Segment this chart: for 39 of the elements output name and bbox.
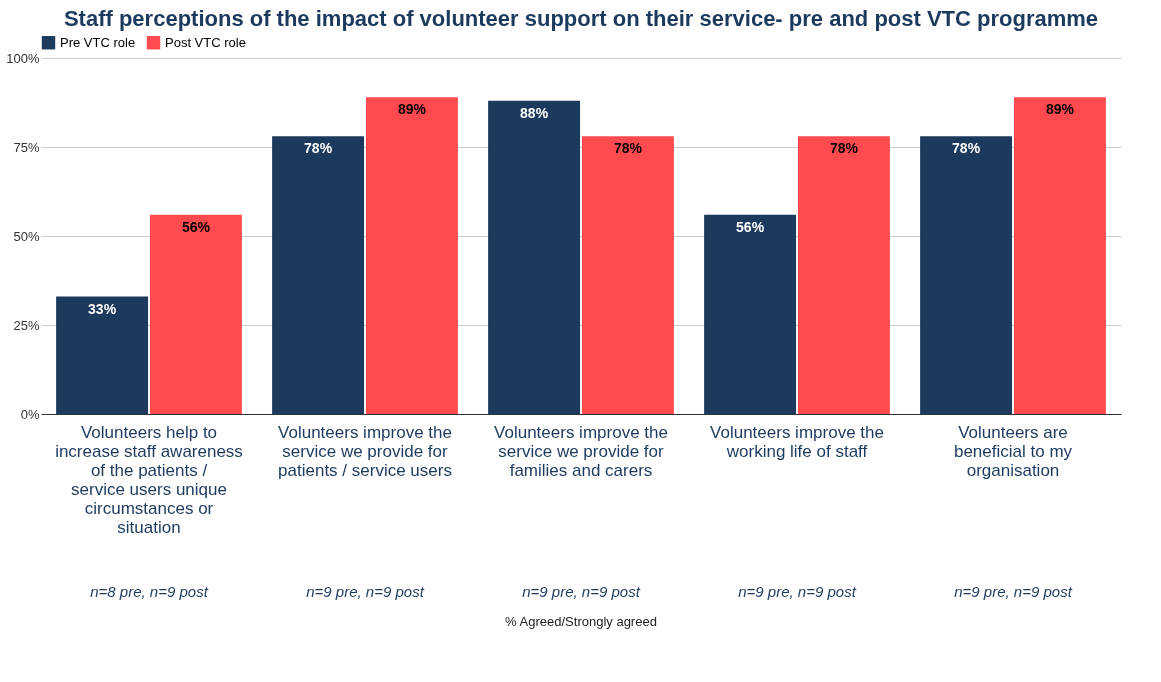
text: % Agreed/Strongly agreed: [505, 614, 657, 629]
bar: [272, 136, 365, 414]
x-tick-label: Volunteers are beneficial to my organisation: [953, 422, 1073, 480]
text: 89%: [397, 101, 426, 118]
bar: [488, 100, 581, 414]
bar: [797, 136, 890, 414]
text: 88%: [520, 104, 549, 121]
text: n=9 pre, n=9 post: [738, 583, 857, 600]
y-tick-label: 75%: [13, 139, 40, 155]
text: 78%: [829, 140, 858, 157]
y-tick-label: 0%: [20, 406, 40, 422]
bar: [920, 136, 1013, 414]
text: n=9 pre, n=9 post: [306, 583, 425, 600]
bar: [1013, 97, 1106, 414]
bar: [704, 214, 797, 414]
bar: [365, 97, 458, 414]
text: 78%: [304, 140, 333, 157]
text: 89%: [1045, 101, 1074, 118]
text: 78%: [613, 140, 642, 157]
y-tick-label: 100%: [6, 50, 40, 66]
chart-title: Staff perceptions of the impact of volunteer support on their service- pre and post VTC programme: [63, 6, 1099, 31]
x-tick-label: Volunteers improve the working life of staff: [710, 422, 884, 461]
x-tick-label: Volunteers improve the service we provide for families and carers: [494, 422, 668, 480]
legend-label: Pre VTC role: [60, 34, 136, 50]
text: n=8 pre, n=9 post: [90, 583, 209, 600]
text: n=9 pre, n=9 post: [522, 583, 641, 600]
legend-label: Post VTC role: [165, 34, 246, 50]
x-tick-label: Volunteers help to increase staff awareness of the patients / service users unique circumstances or situation: [55, 422, 243, 537]
y-tick-label: 50%: [13, 228, 40, 244]
text: 33%: [88, 300, 117, 317]
bar: [56, 296, 149, 414]
y-tick-label: 25%: [13, 317, 40, 333]
bar: [149, 214, 242, 414]
text: 78%: [952, 140, 981, 157]
text: 56%: [181, 218, 210, 235]
text: n=9 pre, n=9 post: [954, 583, 1073, 600]
bar: [581, 136, 674, 414]
text: 56%: [736, 218, 765, 235]
x-tick-label: Volunteers improve the service we provide for patients / service users: [278, 422, 452, 480]
